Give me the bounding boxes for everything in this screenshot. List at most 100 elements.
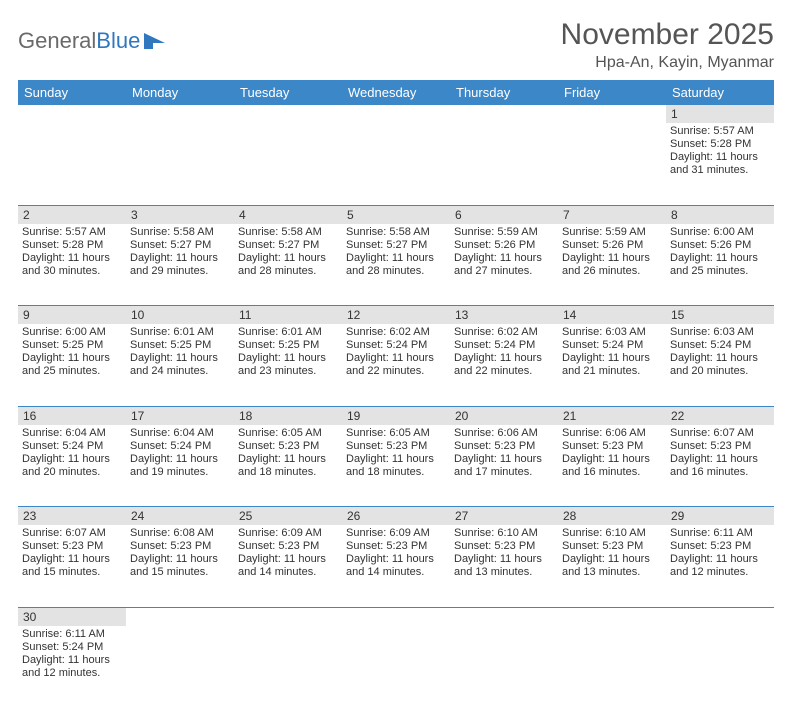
day-number: 11 (234, 306, 342, 325)
daynum-row: 2345678 (18, 205, 774, 224)
day-details: Sunrise: 6:00 AMSunset: 5:26 PMDaylight:… (670, 226, 770, 278)
day-cell: Sunrise: 5:58 AMSunset: 5:27 PMDaylight:… (234, 224, 342, 306)
dow-sunday: Sunday (18, 80, 126, 105)
sunset-line: Sunset: 5:26 PM (562, 239, 662, 252)
sunset-line: Sunset: 5:23 PM (346, 440, 446, 453)
day-details: Sunrise: 6:10 AMSunset: 5:23 PMDaylight:… (454, 527, 554, 579)
day-cell: Sunrise: 6:07 AMSunset: 5:23 PMDaylight:… (666, 425, 774, 507)
sunset-line: Sunset: 5:26 PM (670, 239, 770, 252)
day-details: Sunrise: 6:05 AMSunset: 5:23 PMDaylight:… (346, 427, 446, 479)
dow-wednesday: Wednesday (342, 80, 450, 105)
daylight-line: Daylight: 11 hours and 14 minutes. (346, 553, 446, 579)
sunrise-line: Sunrise: 6:05 AM (238, 427, 338, 440)
day-number: 16 (18, 406, 126, 425)
day-number: 3 (126, 205, 234, 224)
day-cell (450, 626, 558, 708)
sunrise-line: Sunrise: 6:11 AM (22, 628, 122, 641)
daylight-line: Daylight: 11 hours and 23 minutes. (238, 352, 338, 378)
day-number (558, 607, 666, 626)
day-number (450, 105, 558, 123)
day-number (666, 607, 774, 626)
day-cell: Sunrise: 6:10 AMSunset: 5:23 PMDaylight:… (558, 525, 666, 607)
day-number: 22 (666, 406, 774, 425)
sunset-line: Sunset: 5:23 PM (562, 440, 662, 453)
sunrise-line: Sunrise: 6:01 AM (238, 326, 338, 339)
week-row: Sunrise: 6:00 AMSunset: 5:25 PMDaylight:… (18, 324, 774, 406)
week-row: Sunrise: 6:07 AMSunset: 5:23 PMDaylight:… (18, 525, 774, 607)
day-number: 12 (342, 306, 450, 325)
sunset-line: Sunset: 5:23 PM (22, 540, 122, 553)
daylight-line: Daylight: 11 hours and 29 minutes. (130, 252, 230, 278)
sunset-line: Sunset: 5:24 PM (130, 440, 230, 453)
daylight-line: Daylight: 11 hours and 13 minutes. (562, 553, 662, 579)
day-cell (558, 626, 666, 708)
sunrise-line: Sunrise: 6:02 AM (454, 326, 554, 339)
day-details: Sunrise: 6:05 AMSunset: 5:23 PMDaylight:… (238, 427, 338, 479)
daylight-line: Daylight: 11 hours and 28 minutes. (346, 252, 446, 278)
sunrise-line: Sunrise: 6:06 AM (562, 427, 662, 440)
sunset-line: Sunset: 5:28 PM (22, 239, 122, 252)
day-number: 23 (18, 507, 126, 526)
day-number (126, 607, 234, 626)
day-details: Sunrise: 5:58 AMSunset: 5:27 PMDaylight:… (130, 226, 230, 278)
day-cell: Sunrise: 6:02 AMSunset: 5:24 PMDaylight:… (342, 324, 450, 406)
sunrise-line: Sunrise: 6:04 AM (22, 427, 122, 440)
daylight-line: Daylight: 11 hours and 16 minutes. (670, 453, 770, 479)
daynum-row: 1 (18, 105, 774, 123)
sunrise-line: Sunrise: 5:59 AM (454, 226, 554, 239)
day-cell: Sunrise: 5:57 AMSunset: 5:28 PMDaylight:… (666, 123, 774, 205)
sunrise-line: Sunrise: 6:09 AM (346, 527, 446, 540)
daylight-line: Daylight: 11 hours and 14 minutes. (238, 553, 338, 579)
sunset-line: Sunset: 5:23 PM (238, 540, 338, 553)
day-details: Sunrise: 6:00 AMSunset: 5:25 PMDaylight:… (22, 326, 122, 378)
daynum-row: 9101112131415 (18, 306, 774, 325)
day-number: 7 (558, 205, 666, 224)
daylight-line: Daylight: 11 hours and 27 minutes. (454, 252, 554, 278)
day-cell (234, 626, 342, 708)
day-details: Sunrise: 6:11 AMSunset: 5:23 PMDaylight:… (670, 527, 770, 579)
day-number: 30 (18, 607, 126, 626)
sunset-line: Sunset: 5:28 PM (670, 138, 770, 151)
daylight-line: Daylight: 11 hours and 22 minutes. (346, 352, 446, 378)
week-row: Sunrise: 6:04 AM Sunset: 5:24 PM Daylight:… (18, 425, 774, 507)
daylight-line: Daylight: 11 hours and 24 minutes. (130, 352, 230, 378)
daylight-line: Daylight: 11 hours and 21 minutes. (562, 352, 662, 378)
day-cell: Sunrise: 6:11 AMSunset: 5:24 PMDaylight:… (18, 626, 126, 708)
sunrise-line: Sunrise: 6:01 AM (130, 326, 230, 339)
daylight-line: Daylight: 11 hours and 15 minutes. (22, 553, 122, 579)
day-cell (126, 123, 234, 205)
daylight-line: Daylight: 11 hours and 31 minutes. (670, 151, 770, 177)
dow-monday: Monday (126, 80, 234, 105)
sunset-line: Sunset: 5:23 PM (454, 440, 554, 453)
sunset-line: Sunset: 5:23 PM (562, 540, 662, 553)
day-cell: Sunrise: 6:05 AMSunset: 5:23 PMDaylight:… (234, 425, 342, 507)
day-number: 17 (126, 406, 234, 425)
sunset-line: Sunset: 5:25 PM (22, 339, 122, 352)
day-details: Sunrise: 5:57 AMSunset: 5:28 PMDaylight:… (22, 226, 122, 278)
day-number: 15 (666, 306, 774, 325)
day-details: Sunrise: 5:58 AMSunset: 5:27 PMDaylight:… (238, 226, 338, 278)
day-details: Sunrise: 6:11 AMSunset: 5:24 PMDaylight:… (22, 628, 122, 680)
sunrise-line: Sunrise: 6:03 AM (670, 326, 770, 339)
day-details: Sunrise: 5:59 AMSunset: 5:26 PMDaylight:… (454, 226, 554, 278)
daynum-row: 16171819202122 (18, 406, 774, 425)
brand-part2: Blue (96, 28, 140, 54)
day-cell (18, 123, 126, 205)
day-number: 27 (450, 507, 558, 526)
daylight-line: Daylight: 11 hours and 25 minutes. (22, 352, 122, 378)
day-number: 26 (342, 507, 450, 526)
day-number: 9 (18, 306, 126, 325)
day-cell (342, 626, 450, 708)
day-number: 21 (558, 406, 666, 425)
day-cell: Sunrise: 6:11 AMSunset: 5:23 PMDaylight:… (666, 525, 774, 607)
day-cell: Sunrise: 6:10 AMSunset: 5:23 PMDaylight:… (450, 525, 558, 607)
daylight-line: Daylight: 11 hours and 18 minutes. (238, 453, 338, 479)
dow-saturday: Saturday (666, 80, 774, 105)
calendar-table: Sunday Monday Tuesday Wednesday Thursday… (18, 80, 774, 708)
header: GeneralBlue November 2025 Hpa-An, Kayin,… (18, 18, 774, 72)
day-number: 24 (126, 507, 234, 526)
daynum-row: 23242526272829 (18, 507, 774, 526)
sunset-line: Sunset: 5:23 PM (238, 440, 338, 453)
day-number: 10 (126, 306, 234, 325)
sunset-line: Sunset: 5:26 PM (454, 239, 554, 252)
